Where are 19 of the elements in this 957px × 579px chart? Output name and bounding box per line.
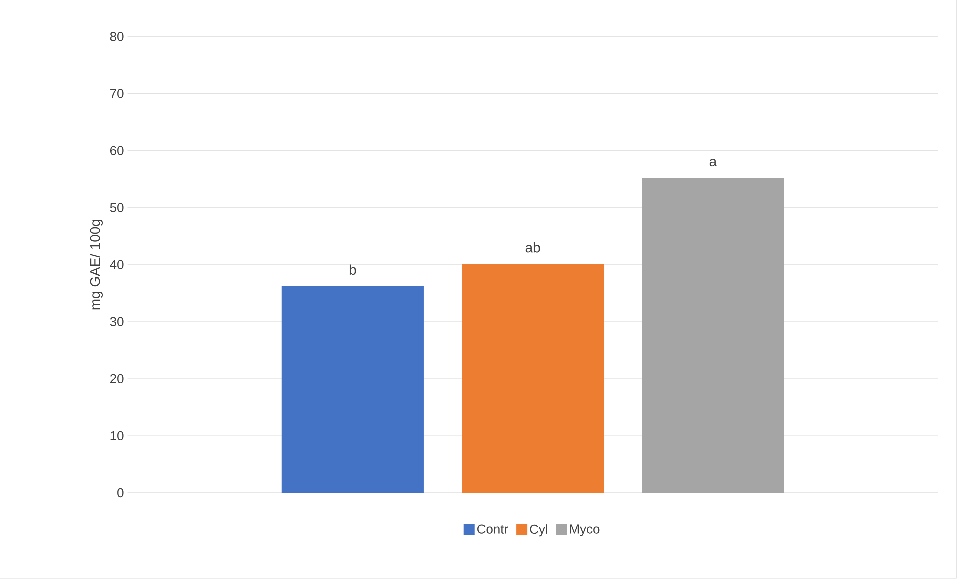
y-axis-title: mg GAE/ 100g (90, 220, 103, 310)
y-tick-label: 40 (110, 260, 124, 270)
bar (462, 264, 604, 494)
annotation: a (710, 159, 718, 167)
y-tick-label: 80 (110, 32, 124, 42)
y-tick-label: 50 (110, 203, 124, 213)
legend-label: Myco (570, 524, 600, 537)
y-tick-label: 60 (110, 146, 124, 156)
y-tick-label: 0 (118, 488, 124, 498)
legend-label: Contr (478, 524, 508, 534)
annotation: b (350, 264, 356, 276)
y-tick-label: 70 (110, 89, 124, 98)
y-tick-label: 20 (110, 374, 124, 384)
y-tick-label: 30 (110, 317, 124, 327)
bar (642, 178, 784, 494)
annotation: ab (526, 242, 540, 253)
y-tick-label: 10 (110, 431, 124, 441)
legend-label: Cyl (530, 524, 548, 537)
bar (282, 286, 424, 494)
